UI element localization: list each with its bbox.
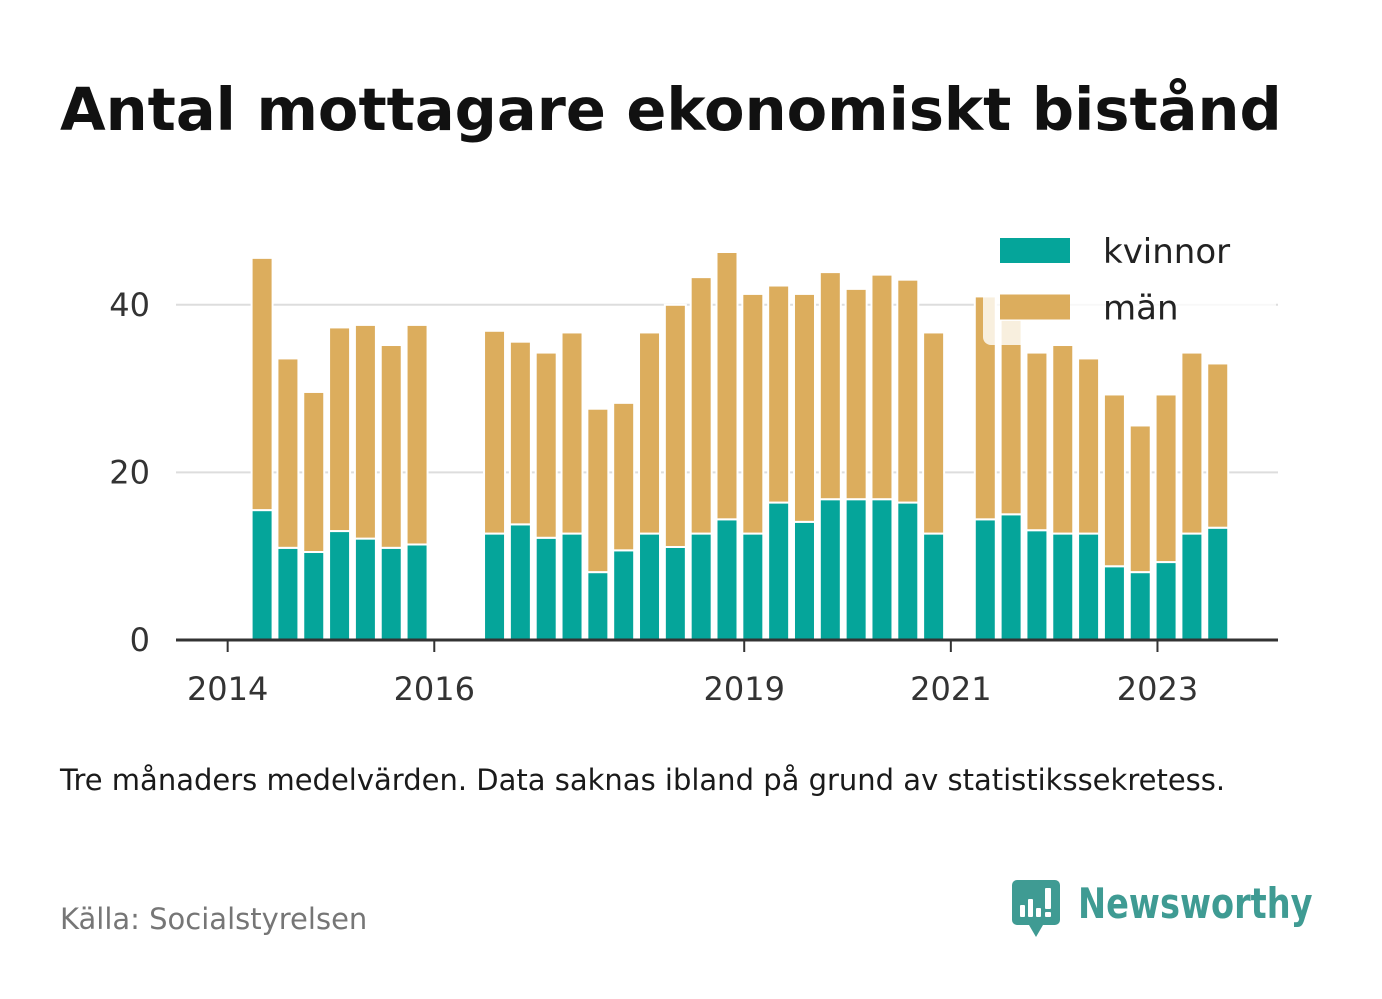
bar-man xyxy=(405,323,429,546)
newsworthy-logo: Newsworthy xyxy=(1011,879,1351,941)
bar-man xyxy=(1154,393,1178,564)
chart-title: Antal mottagare ekonomiskt bistånd xyxy=(60,75,1282,144)
bar-kvinnor xyxy=(1206,526,1230,642)
bar-kvinnor xyxy=(405,543,429,641)
bar-kvinnor xyxy=(818,498,842,641)
bar-kvinnor xyxy=(276,546,300,642)
bar-kvinnor xyxy=(534,536,558,642)
bar-man xyxy=(1051,344,1075,535)
bar-man xyxy=(612,401,636,552)
bar-man xyxy=(792,292,816,523)
bar-kvinnor xyxy=(483,532,507,642)
bar-man xyxy=(379,344,403,549)
bar-man xyxy=(276,357,300,549)
bar-man xyxy=(560,331,584,535)
bar-kvinnor xyxy=(870,498,894,641)
bar-kvinnor xyxy=(1102,565,1126,642)
bar-kvinnor xyxy=(508,523,532,641)
bar-kvinnor xyxy=(973,518,997,641)
bar-man xyxy=(818,271,842,501)
bar-man xyxy=(741,292,765,535)
y-tick-label: 0 xyxy=(130,621,150,659)
bar-kvinnor xyxy=(1180,532,1204,642)
bar-man xyxy=(638,331,662,535)
bar-kvinnor xyxy=(792,520,816,642)
bar-kvinnor xyxy=(844,498,868,641)
legend-label: män xyxy=(1103,289,1179,329)
bar-man xyxy=(328,326,352,533)
stacked-bar-chart: 0 20 40 2014 2016 2019 2021 2023 kvinnor män xyxy=(109,227,1278,708)
x-tick-label: 2016 xyxy=(394,670,475,708)
bar-kvinnor xyxy=(612,549,636,642)
bar-kvinnor xyxy=(1025,529,1049,641)
bar-man xyxy=(715,251,739,521)
bar-man xyxy=(353,323,377,540)
bar-man xyxy=(999,318,1023,516)
bar-kvinnor xyxy=(767,501,791,641)
bar-kvinnor xyxy=(560,532,584,642)
bar-man xyxy=(844,287,868,501)
bar-kvinnor xyxy=(689,532,713,642)
bar-kvinnor xyxy=(1128,571,1152,642)
bar-man xyxy=(1077,357,1101,535)
bar-man xyxy=(1180,351,1204,535)
bar-kvinnor xyxy=(999,513,1023,641)
bar-man xyxy=(922,331,946,535)
bar-man xyxy=(1128,424,1152,574)
newsworthy-logo-icon xyxy=(1012,880,1060,937)
x-tick-label: 2023 xyxy=(1117,670,1198,708)
bar-man xyxy=(586,407,610,574)
bar-kvinnor xyxy=(715,518,739,641)
y-tick-label: 20 xyxy=(109,453,150,491)
bar-kvinnor xyxy=(638,532,662,642)
bar-man xyxy=(1025,351,1049,532)
bar-man xyxy=(1102,393,1126,568)
bar-man xyxy=(302,390,326,554)
bar-kvinnor xyxy=(922,532,946,642)
bar-man xyxy=(663,303,687,548)
bar-man xyxy=(689,276,713,535)
legend-swatch-kvinnor xyxy=(1000,238,1070,263)
bar-kvinnor xyxy=(663,545,687,641)
bar-kvinnor xyxy=(379,546,403,642)
source-credit: Källa: Socialstyrelsen xyxy=(60,902,368,936)
bar-man xyxy=(250,256,274,512)
chart-note: Tre månaders medelvärden. Data saknas ib… xyxy=(60,763,1226,797)
bar-man xyxy=(508,340,532,526)
bar-kvinnor xyxy=(353,537,377,641)
legend-swatch-man xyxy=(1000,294,1070,320)
bar-kvinnor xyxy=(250,509,274,641)
bar-kvinnor xyxy=(1077,532,1101,642)
bar-man xyxy=(483,329,507,535)
bar-kvinnor xyxy=(896,501,920,641)
bar-kvinnor xyxy=(328,530,352,641)
bar-kvinnor xyxy=(1154,561,1178,642)
bar-kvinnor xyxy=(586,571,610,642)
legend-label: kvinnor xyxy=(1103,232,1230,272)
bar-man xyxy=(1206,362,1230,529)
x-tick-label: 2014 xyxy=(187,670,268,708)
bar-kvinnor xyxy=(741,532,765,642)
y-tick-label: 40 xyxy=(109,286,150,324)
bar-man xyxy=(896,278,920,504)
bar-kvinnor xyxy=(1051,532,1075,642)
x-tick-label: 2021 xyxy=(910,670,991,708)
x-tick-label: 2019 xyxy=(704,670,785,708)
brand-name: Newsworthy xyxy=(1078,879,1313,928)
bar-man xyxy=(534,351,558,539)
bar-kvinnor xyxy=(302,551,326,642)
bar-man xyxy=(870,273,894,501)
bar-man xyxy=(767,284,791,504)
